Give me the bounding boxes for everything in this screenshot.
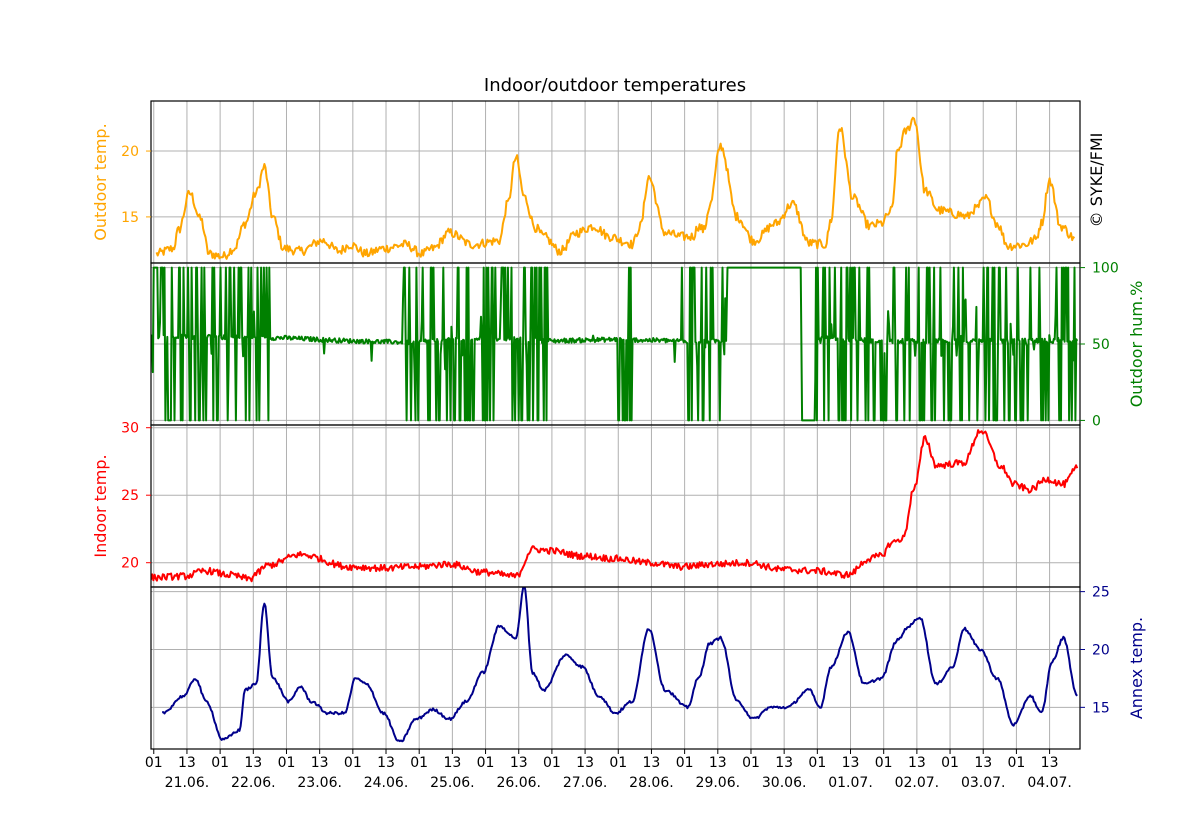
x-date-label: 02.07.	[895, 775, 940, 791]
panel-3: 20 25 30 Indoor temp.	[91, 421, 1081, 588]
x-tick-label: 01	[1007, 755, 1025, 771]
y-axis-label: Annex temp.	[1127, 617, 1146, 719]
y-tick-label: 50	[1092, 337, 1110, 353]
plot-area	[151, 266, 1079, 422]
panel-2: 0 50 100 Outdoor hum.%	[150, 261, 1146, 429]
x-tick-label: 13	[377, 755, 395, 771]
x-date-label: 24.06.	[364, 775, 409, 791]
y-tick-label: 20	[121, 556, 139, 572]
x-tick-label: 01	[742, 755, 760, 771]
x-date-label: 27.06.	[563, 775, 608, 791]
y-tick-label: 20	[1092, 642, 1110, 658]
x-tick-label: 13	[443, 755, 461, 771]
x-date-label: 01.07.	[828, 775, 873, 791]
x-tick-label: 01	[344, 755, 362, 771]
panel-1: 15 20 Outdoor temp.	[91, 100, 1081, 264]
panel-frame	[150, 586, 1081, 750]
series-line	[161, 587, 1078, 743]
series-line	[151, 429, 1079, 583]
y-tick-label: 15	[1092, 700, 1110, 716]
series-line	[155, 116, 1076, 260]
y-tick-label: 0	[1092, 413, 1101, 429]
x-tick-label: 13	[842, 755, 860, 771]
x-date-label: 23.06.	[297, 775, 342, 791]
x-tick-label: 01	[875, 755, 893, 771]
x-tick-label: 01	[543, 755, 561, 771]
x-tick-label: 01	[477, 755, 495, 771]
x-tick-label: 01	[410, 755, 428, 771]
x-tick-label: 13	[510, 755, 528, 771]
x-date-label: 21.06.	[165, 775, 210, 791]
x-tick-label: 13	[908, 755, 926, 771]
x-date-label: 29.06.	[696, 775, 741, 791]
x-date-label: 04.07.	[1027, 775, 1072, 791]
x-tick-label: 13	[775, 755, 793, 771]
x-tick-label: 01	[211, 755, 229, 771]
x-tick-label: 01	[676, 755, 694, 771]
x-date-label: 25.06.	[430, 775, 475, 791]
x-tick-label: 13	[178, 755, 196, 771]
copyright-watermark: © SYKE/FMI	[1087, 133, 1106, 228]
y-tick-label: 25	[121, 488, 139, 504]
y-tick-label: 30	[121, 421, 139, 437]
x-date-label: 22.06.	[231, 775, 276, 791]
y-tick-label: 15	[121, 210, 139, 226]
x-tick-label: 01	[609, 755, 627, 771]
x-tick-label: 01	[808, 755, 826, 771]
chart-title: Indoor/outdoor temperatures	[484, 75, 746, 96]
y-tick-label: 20	[121, 144, 139, 160]
x-axis: 01 13 01 13 01 13 01 13 01 13 01 13 01 13 01 13 01 13 01 13…	[145, 749, 1072, 791]
y-tick-label: 25	[1092, 585, 1110, 601]
plot-area	[155, 116, 1076, 260]
x-tick-label: 13	[1041, 755, 1059, 771]
x-tick-label: 01	[278, 755, 296, 771]
y-tick-label: 100	[1092, 261, 1119, 277]
plot-area	[151, 429, 1079, 583]
x-date-label: 26.06.	[496, 775, 541, 791]
x-date-label: 03.07.	[961, 775, 1006, 791]
x-tick-label: 01	[941, 755, 959, 771]
x-tick-label: 13	[244, 755, 262, 771]
x-tick-label: 13	[643, 755, 661, 771]
panels: 15 20 Outdoor temp. 0 50 100 Outdoor hum.% 20 25…	[91, 100, 1146, 750]
x-tick-label: 01	[145, 755, 163, 771]
x-tick-label: 13	[576, 755, 594, 771]
y-axis-label: Indoor temp.	[91, 454, 110, 557]
y-axis-label: Outdoor hum.%	[1127, 281, 1146, 408]
plot-area	[161, 587, 1078, 743]
y-axis-label: Outdoor temp.	[91, 123, 110, 240]
x-tick-label: 13	[709, 755, 727, 771]
panel-4: 15 20 25 Annex temp.	[150, 585, 1146, 750]
x-date-label: 28.06.	[629, 775, 674, 791]
x-date-label: 30.06.	[762, 775, 807, 791]
series-line	[151, 266, 1079, 422]
x-tick-label: 13	[311, 755, 329, 771]
x-tick-label: 13	[974, 755, 992, 771]
